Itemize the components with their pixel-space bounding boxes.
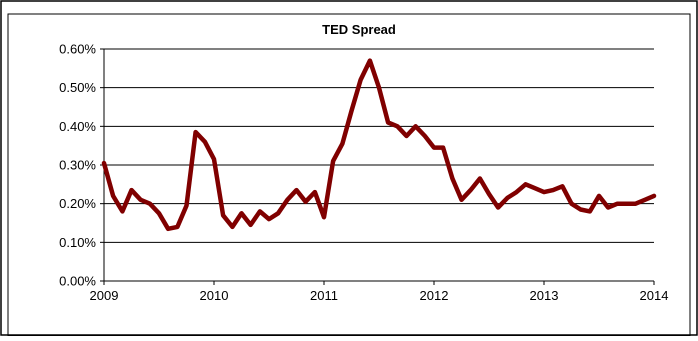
x-tick-label: 2012	[420, 288, 449, 303]
y-tick-label: 0.00%	[59, 274, 96, 289]
y-axis-ticks: 0.00% 0.10% 0.20% 0.30% 0.40% 0.50% 0.60%	[59, 42, 104, 289]
x-tick-label: 2014	[640, 288, 669, 303]
y-tick-label: 0.10%	[59, 235, 96, 250]
x-tick-label: 2011	[310, 288, 338, 303]
y-tick-label: 0.60%	[59, 42, 96, 57]
gridlines	[104, 48, 654, 243]
x-axis-ticks: 2009 2010 2011 2012 2013 2014	[90, 281, 669, 303]
y-tick-label: 0.40%	[59, 119, 96, 134]
y-tick-label: 0.20%	[59, 196, 96, 211]
series-layer	[101, 58, 657, 232]
y-tick-label: 0.50%	[59, 80, 96, 95]
x-tick-label: 2010	[200, 288, 229, 303]
x-tick-label: 2013	[530, 288, 559, 303]
chart-title: TED Spread	[322, 22, 396, 37]
y-tick-label: 0.30%	[59, 158, 96, 173]
ted-spread-series-line	[101, 58, 657, 232]
x-tick-label: 2009	[90, 288, 119, 303]
